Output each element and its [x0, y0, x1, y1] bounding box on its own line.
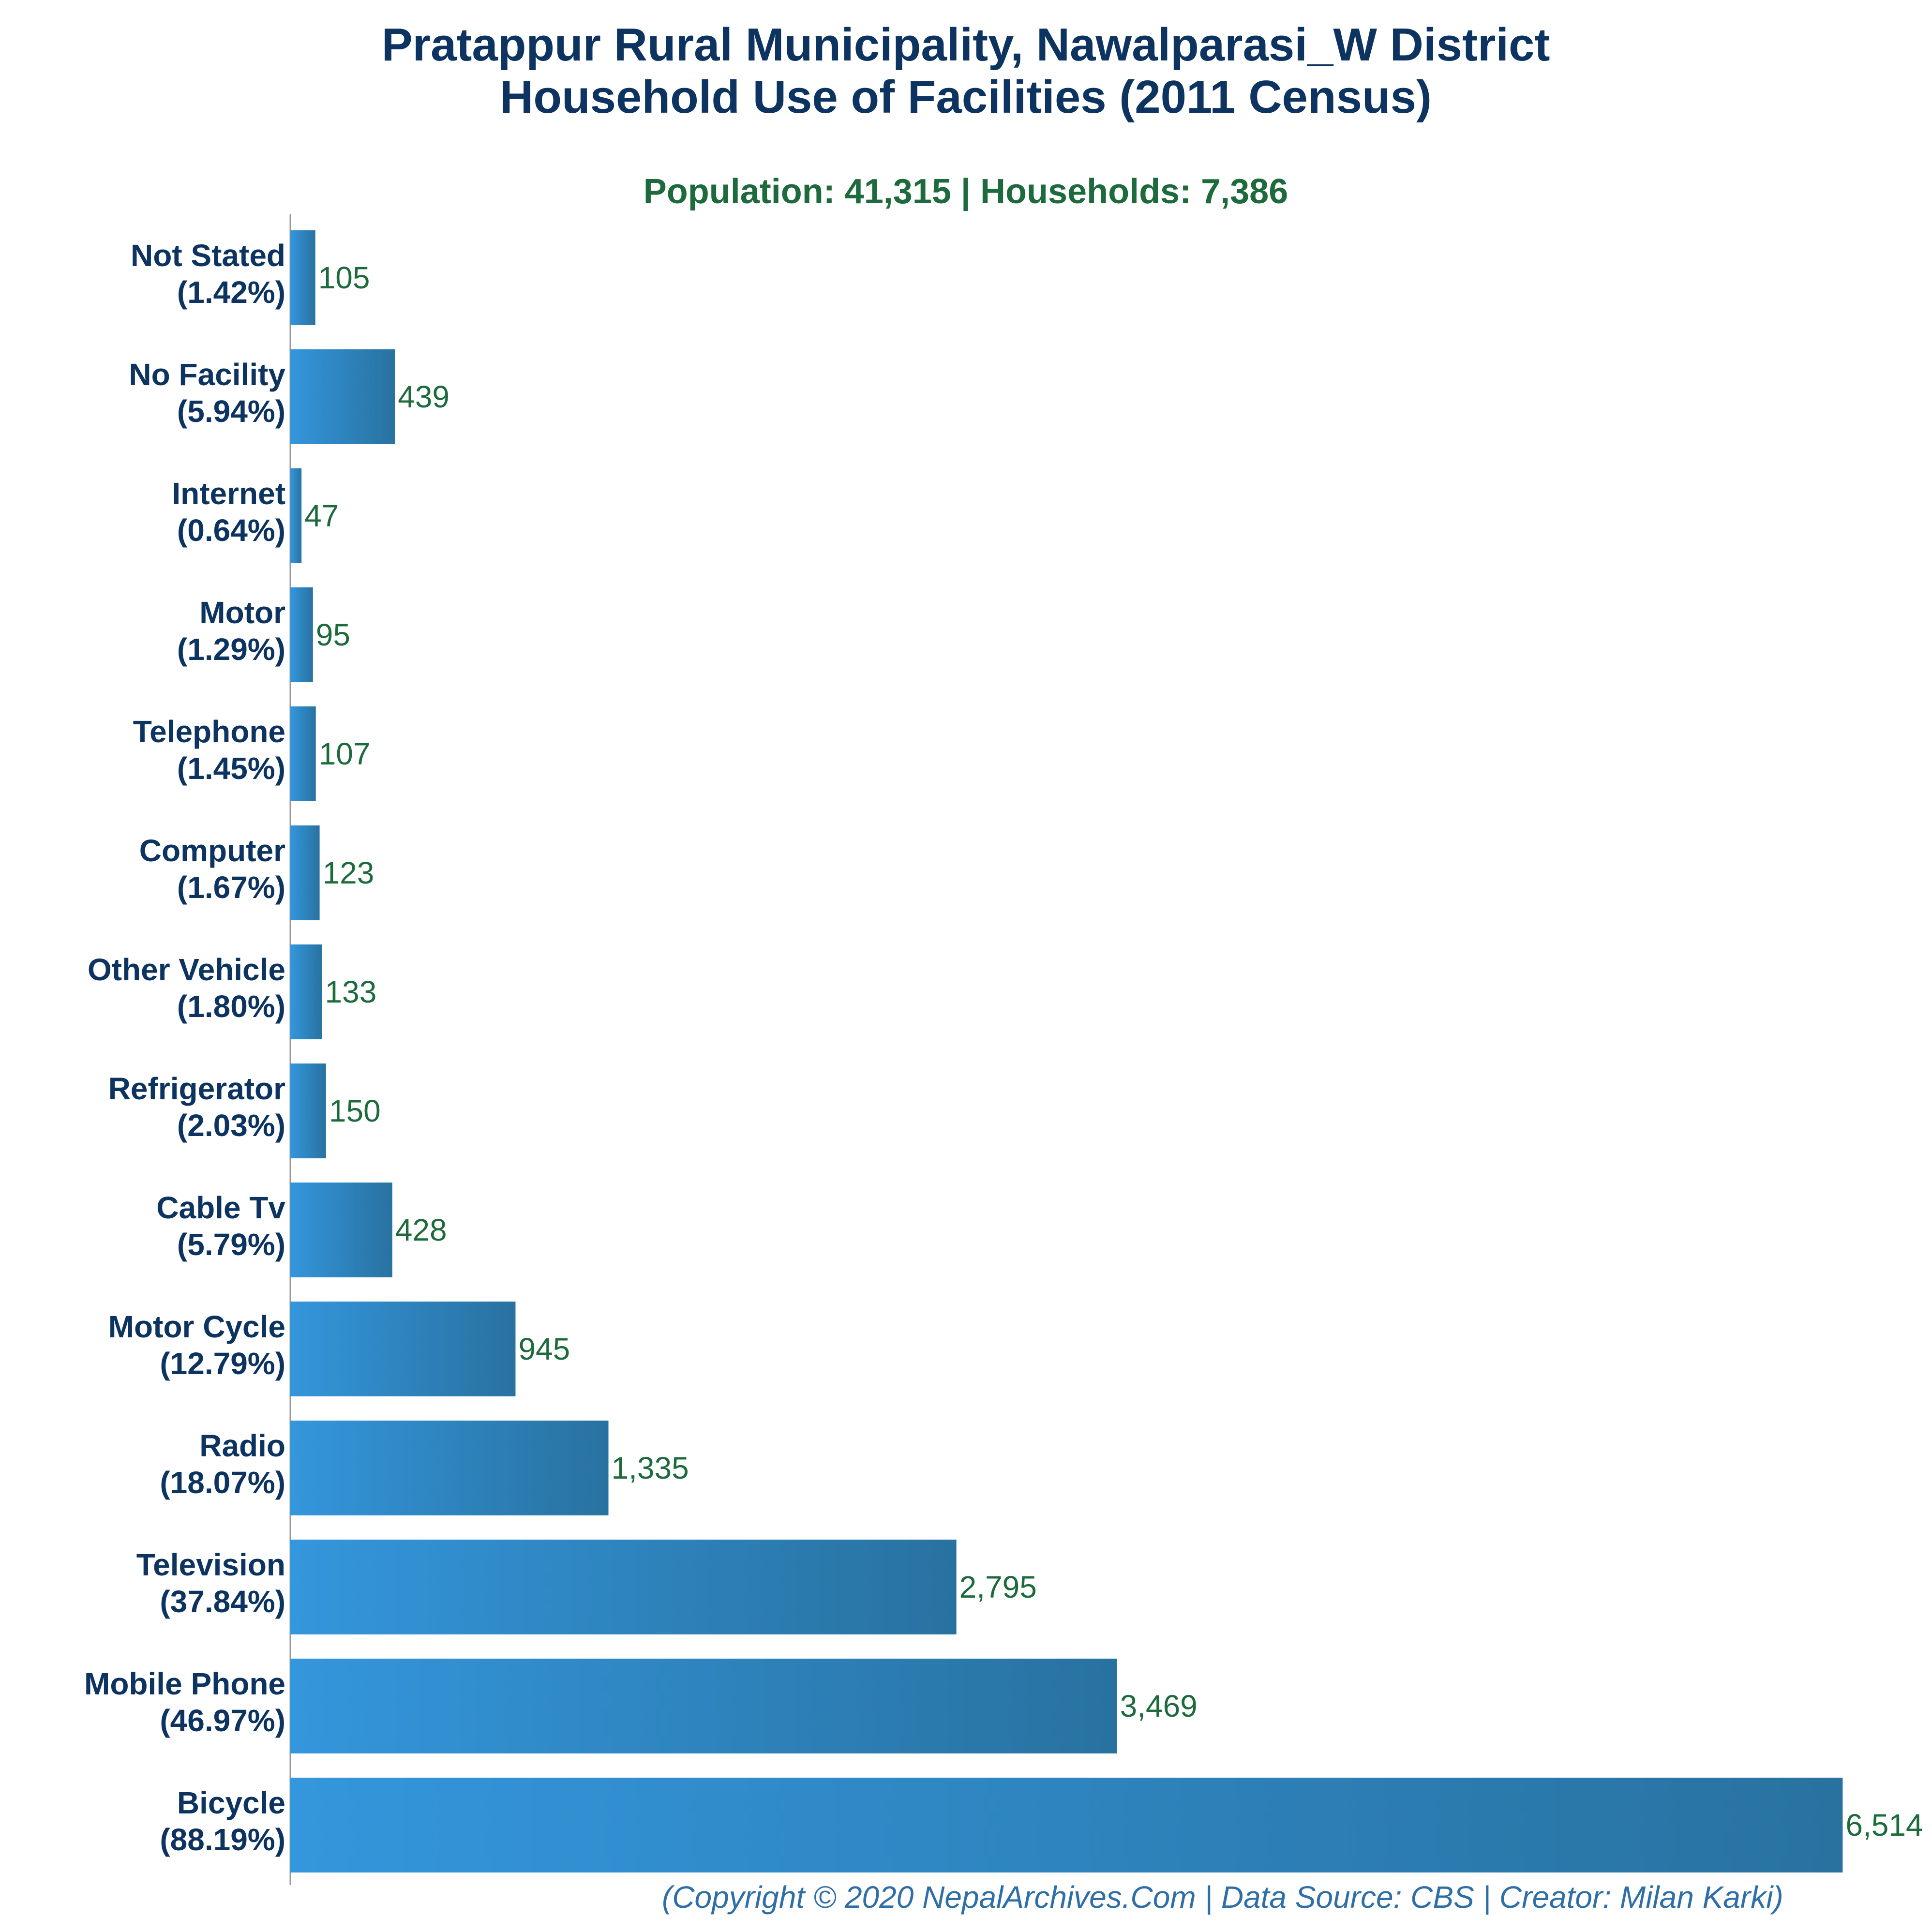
bar-not-stated [290, 230, 315, 325]
value-label-cable-tv: 428 [395, 1213, 447, 1247]
value-label-motor-cycle: 945 [518, 1332, 570, 1366]
value-label-radio: 1,335 [612, 1451, 689, 1485]
category-percent-cable-tv: (5.79%) [177, 1227, 285, 1262]
bar-motor [290, 587, 313, 682]
category-percent-refrigerator: (2.03%) [177, 1108, 285, 1143]
chart-subtitle: Population: 41,315 | Households: 7,386 [644, 172, 1288, 211]
category-percent-radio: (18.07%) [160, 1465, 285, 1500]
category-label-motor-cycle: Motor Cycle [108, 1309, 285, 1344]
value-label-motor: 95 [316, 617, 350, 652]
bar-other-vehicle [290, 944, 322, 1039]
bar-motor-cycle [290, 1302, 516, 1396]
value-label-not-stated: 105 [318, 260, 370, 295]
category-label-not-stated: Not Stated [131, 238, 285, 273]
category-label-telephone: Telephone [133, 714, 285, 749]
category-percent-motor: (1.29%) [177, 632, 285, 667]
bar-radio [290, 1421, 609, 1515]
category-label-no-facility: No Facility [129, 357, 285, 392]
bar-television [290, 1540, 957, 1634]
bar-internet [290, 468, 302, 563]
category-label-mobile-phone: Mobile Phone [84, 1666, 285, 1701]
bar-bicycle [290, 1778, 1843, 1872]
category-label-television: Television [136, 1547, 285, 1582]
value-label-refrigerator: 150 [329, 1093, 381, 1128]
chart-title-line-2: Household Use of Facilities (2011 Census… [500, 71, 1432, 123]
value-label-other-vehicle: 133 [325, 974, 377, 1009]
category-label-bicycle: Bicycle [177, 1785, 285, 1820]
category-label-internet: Internet [172, 476, 285, 511]
category-percent-telephone: (1.45%) [177, 751, 285, 786]
category-percent-bicycle: (88.19%) [160, 1822, 285, 1857]
category-label-computer: Computer [139, 833, 285, 868]
category-label-other-vehicle: Other Vehicle [88, 952, 285, 987]
bar-computer [290, 825, 320, 920]
bar-telephone [290, 706, 316, 801]
bar-cable-tv [290, 1183, 392, 1277]
value-label-internet: 47 [304, 498, 339, 533]
category-percent-mobile-phone: (46.97%) [160, 1703, 285, 1738]
chart-title-line-1: Pratappur Rural Municipality, Nawalparas… [382, 19, 1550, 71]
value-label-no-facility: 439 [398, 379, 449, 414]
bar-mobile-phone [290, 1659, 1117, 1753]
value-label-telephone: 107 [319, 736, 371, 771]
bar-no-facility [290, 349, 395, 444]
value-label-television: 2,795 [959, 1570, 1037, 1604]
category-percent-not-stated: (1.42%) [177, 275, 285, 310]
category-percent-motor-cycle: (12.79%) [160, 1346, 285, 1381]
footer-credit: (Copyright © 2020 NepalArchives.Com | Da… [662, 1880, 1783, 1915]
category-percent-internet: (0.64%) [177, 513, 285, 548]
category-percent-other-vehicle: (1.80%) [177, 989, 285, 1024]
category-label-refrigerator: Refrigerator [108, 1071, 285, 1106]
category-label-radio: Radio [199, 1428, 285, 1463]
category-percent-television: (37.84%) [160, 1584, 285, 1619]
bars-group: 105 Not Stated(1.42%) 439 No Facility(5.94%… [84, 230, 1923, 1872]
value-label-computer: 123 [323, 855, 374, 890]
category-percent-computer: (1.67%) [177, 870, 285, 905]
bar-refrigerator [290, 1063, 326, 1158]
category-label-cable-tv: Cable Tv [156, 1190, 285, 1225]
category-percent-no-facility: (5.94%) [177, 394, 285, 429]
category-label-motor: Motor [199, 595, 285, 630]
value-label-mobile-phone: 3,469 [1120, 1689, 1198, 1723]
value-label-bicycle: 6,514 [1845, 1808, 1923, 1842]
